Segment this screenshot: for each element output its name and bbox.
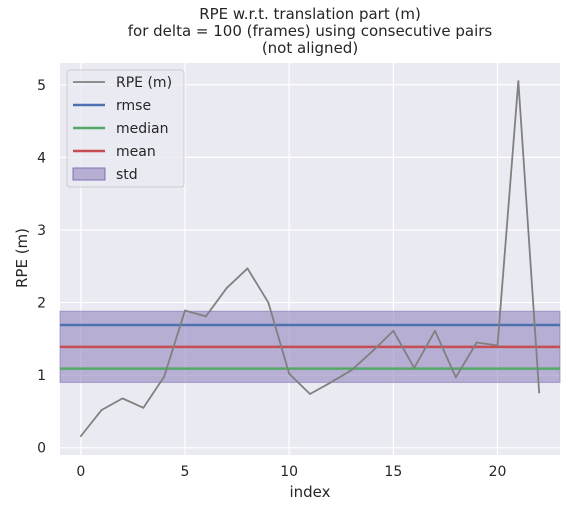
grid-lines <box>60 63 560 455</box>
rpe-data-point <box>121 397 124 400</box>
stat-lines-layer <box>60 323 560 370</box>
x-tick-label: 0 <box>76 464 85 480</box>
rpe-data-point <box>288 372 291 375</box>
rpe-data-point <box>371 350 374 353</box>
legend-label: median <box>116 121 168 137</box>
rpe-data-point <box>392 329 395 332</box>
rpe-data-point <box>309 393 311 395</box>
rpe-data-point <box>413 366 416 369</box>
legend-swatch <box>72 167 106 181</box>
chart-title-line-1: RPE w.r.t. translation part (m) <box>199 5 421 23</box>
y-tick-label: 2 <box>37 296 46 312</box>
y-axis-label: RPE (m) <box>13 228 31 288</box>
x-tick-label: 15 <box>384 464 402 480</box>
rpe-data-point <box>163 375 166 378</box>
rpe-data-point <box>225 287 228 289</box>
rpe-data-point <box>496 344 499 347</box>
rpe-data-point <box>204 315 207 318</box>
rpe-data-point <box>434 329 436 332</box>
rpe-data-point <box>79 435 82 438</box>
rpe-data-point <box>267 301 270 304</box>
rpe-data-point <box>329 381 332 384</box>
x-tick-label: 20 <box>489 464 507 480</box>
rpe-data-point <box>454 376 457 379</box>
y-tick-label: 0 <box>37 441 46 457</box>
legend-label: rmse <box>116 98 151 114</box>
rpe-data-point <box>184 309 186 312</box>
rpe-data-point <box>142 406 145 409</box>
chart-title-line-3: (not aligned) <box>262 39 358 57</box>
x-tick-label: 5 <box>181 464 190 480</box>
legend-label: std <box>116 167 138 183</box>
legend: RPE (m) rmse median mean std <box>66 69 185 188</box>
x-tick-label: 10 <box>280 464 298 480</box>
y-tick-label: 5 <box>37 78 46 94</box>
rpe-data-point <box>538 391 541 394</box>
y-tick-label: 3 <box>37 223 46 239</box>
tick-labels: 0 5 10 15 20 0 1 2 3 4 5 <box>37 78 506 480</box>
legend-label: mean <box>116 144 156 160</box>
rpe-data-point <box>246 267 249 270</box>
series-layer <box>79 80 541 438</box>
rpe-data-point <box>350 369 353 371</box>
rpe-data-point <box>517 80 520 83</box>
chart-title-line-2: for delta = 100 (frames) using consecuti… <box>128 22 493 40</box>
legend-label: RPE (m) <box>116 75 172 91</box>
rpe-data-point <box>100 409 103 411</box>
y-tick-label: 1 <box>37 368 46 384</box>
y-tick-label: 4 <box>37 150 46 166</box>
x-axis-label: index <box>289 483 330 501</box>
rpe-data-point <box>475 341 478 344</box>
legend-box <box>66 69 185 188</box>
